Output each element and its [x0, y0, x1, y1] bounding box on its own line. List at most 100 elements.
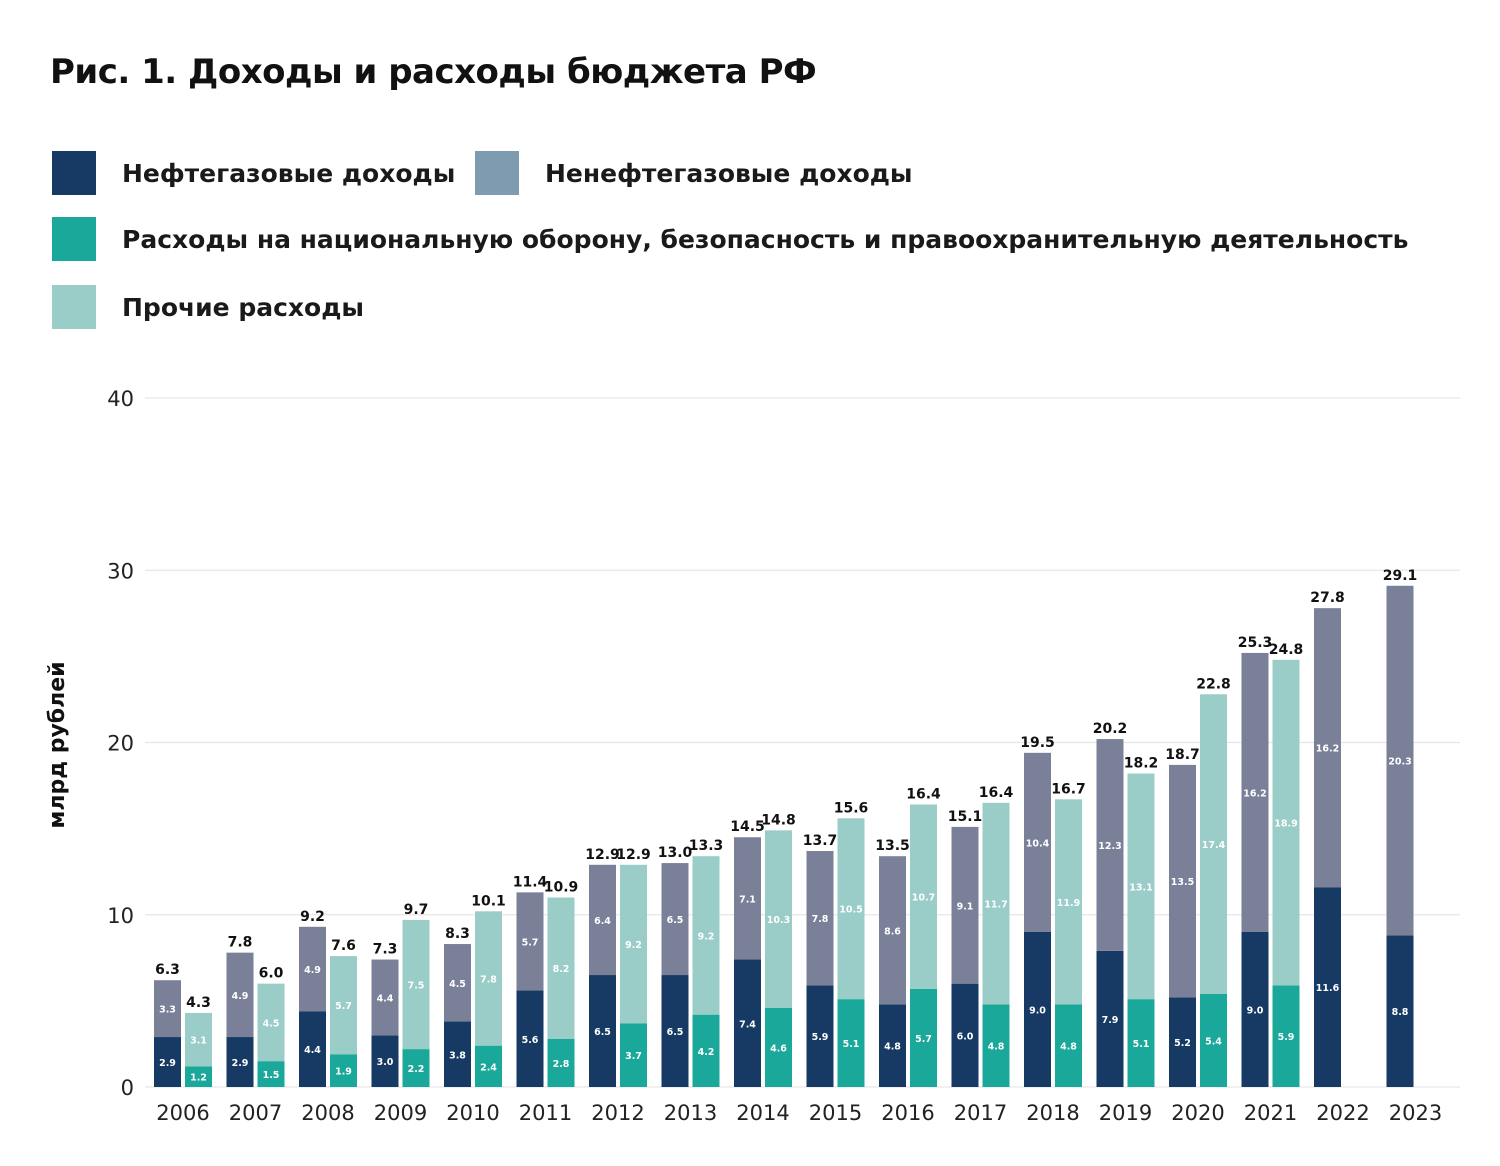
income-total-label: 9.2	[300, 909, 325, 925]
oil-gas-bar	[1314, 887, 1341, 1087]
non-oil-gas-bar	[1096, 739, 1124, 951]
other-expenses-bar	[910, 804, 937, 989]
oil-gas-bar	[589, 975, 616, 1087]
other-expenses-bar	[692, 856, 720, 1015]
income-total-label: 15.1	[948, 809, 983, 825]
x-tick-label: 2013	[664, 1101, 717, 1125]
legend-label: Нефтегазовые доходы	[122, 158, 456, 188]
oil-gas-value-label: 6.0	[957, 1031, 974, 1042]
oil-gas-bar	[806, 985, 834, 1087]
other-expenses-value-label: 7.5	[408, 981, 425, 992]
x-tick-label: 2015	[809, 1101, 862, 1125]
non-oil-gas-value-label: 4.9	[304, 965, 321, 976]
other-expenses-value-label: 3.1	[190, 1036, 207, 1047]
other-expenses-value-label: 4.5	[263, 1018, 280, 1029]
non-oil-gas-value-label: 4.5	[449, 979, 466, 990]
legend-non-oil-gas: Ненефтегазовые доходы	[475, 151, 913, 195]
x-tick-label: 2012	[591, 1101, 644, 1125]
other-expenses-value-label: 5.7	[335, 1001, 352, 1012]
oil-gas-value-label: 9.0	[1247, 1005, 1264, 1016]
defense-value-label: 4.2	[698, 1047, 715, 1058]
defense-bar	[1200, 993, 1227, 1087]
x-tick-label: 2006	[156, 1101, 209, 1125]
other-expenses-value-label: 8.2	[553, 964, 570, 975]
oil-gas-value-label: 5.6	[522, 1035, 539, 1046]
oil-gas-value-label: 6.5	[594, 1027, 611, 1038]
expenses-total-label: 16.4	[979, 785, 1014, 801]
other-expenses-bar	[837, 818, 865, 1000]
defense-bar	[982, 1004, 1010, 1087]
income-total-label: 13.7	[803, 833, 838, 849]
y-tick-label: 20	[107, 732, 134, 756]
non-oil-gas-bar	[444, 944, 471, 1022]
x-tick-label: 2020	[1171, 1101, 1224, 1125]
legend-defense: Расходы на национальную оборону, безопас…	[52, 217, 1408, 261]
other-expenses-bar	[185, 1012, 212, 1067]
income-total-label: 19.5	[1020, 735, 1055, 751]
x-tick-label: 2022	[1316, 1101, 1369, 1125]
non-oil-gas-bar	[806, 851, 834, 986]
oil-gas-bar	[734, 959, 761, 1087]
other-expenses-value-label: 9.2	[625, 940, 642, 951]
other-expenses-value-label: 7.8	[480, 974, 497, 985]
non-oil-gas-bar	[516, 892, 544, 991]
oil-gas-value-label: 3.0	[377, 1057, 394, 1068]
income-total-label: 13.0	[658, 845, 693, 861]
oil-gas-bar	[444, 1021, 471, 1087]
non-oil-gas-value-label: 5.7	[522, 937, 539, 948]
legend-swatch-non-oil-gas	[475, 151, 519, 195]
legend-swatch-oil-gas	[52, 151, 96, 195]
non-oil-gas-value-label: 6.5	[667, 915, 684, 926]
oil-gas-bar	[1241, 931, 1269, 1087]
oil-gas-value-label: 6.5	[667, 1027, 684, 1038]
expenses-total-label: 13.3	[689, 838, 724, 854]
expenses-total-label: 24.8	[1269, 642, 1304, 658]
expenses-total-label: 4.3	[186, 995, 211, 1011]
expenses-total-label: 18.2	[1124, 756, 1159, 772]
defense-bar	[910, 988, 937, 1087]
non-oil-gas-bar	[1386, 585, 1414, 936]
legend-label: Ненефтегазовые доходы	[545, 158, 913, 188]
defense-value-label: 1.9	[335, 1067, 352, 1078]
expenses-total-label: 9.7	[404, 902, 429, 918]
expenses-total-label: 6.0	[259, 966, 284, 982]
x-tick-label: 2007	[229, 1101, 282, 1125]
oil-gas-bar	[879, 1004, 906, 1087]
defense-value-label: 3.7	[625, 1051, 642, 1062]
chart-title: Рис. 1. Доходы и расходы бюджета РФ	[50, 52, 817, 92]
defense-bar	[1272, 985, 1300, 1087]
non-oil-gas-value-label: 20.3	[1388, 757, 1411, 768]
expenses-total-label: 22.8	[1196, 676, 1231, 692]
defense-value-label: 2.8	[553, 1059, 570, 1070]
legend-swatch-other	[52, 285, 96, 329]
x-tick-label: 2019	[1099, 1101, 1152, 1125]
oil-gas-value-label: 5.9	[812, 1032, 829, 1043]
oil-gas-value-label: 2.9	[232, 1058, 249, 1069]
oil-gas-bar	[1024, 931, 1051, 1087]
non-oil-gas-value-label: 4.4	[377, 993, 394, 1004]
defense-bar	[402, 1049, 430, 1087]
income-total-label: 20.2	[1093, 721, 1128, 737]
x-tick-label: 2017	[954, 1101, 1007, 1125]
other-expenses-bar	[547, 897, 575, 1039]
y-tick-label: 10	[107, 904, 134, 928]
x-tick-label: 2009	[374, 1101, 427, 1125]
x-tick-label: 2021	[1244, 1101, 1297, 1125]
income-total-label: 25.3	[1238, 635, 1273, 651]
income-total-label: 12.9	[585, 847, 620, 863]
other-expenses-value-label: 10.7	[912, 893, 935, 904]
oil-gas-bar	[1386, 935, 1414, 1087]
non-oil-gas-bar	[371, 959, 399, 1036]
other-expenses-value-label: 13.1	[1129, 882, 1152, 893]
defense-value-label: 1.2	[190, 1073, 207, 1084]
expenses-total-label: 15.6	[834, 800, 869, 816]
other-expenses-bar	[765, 830, 792, 1008]
other-expenses-bar	[1055, 799, 1082, 1005]
other-expenses-bar	[982, 802, 1010, 1005]
non-oil-gas-bar	[154, 980, 181, 1038]
non-oil-gas-bar	[951, 826, 979, 984]
other-expenses-bar	[257, 983, 285, 1062]
oil-gas-bar	[371, 1035, 399, 1087]
oil-gas-value-label: 9.0	[1029, 1005, 1046, 1016]
